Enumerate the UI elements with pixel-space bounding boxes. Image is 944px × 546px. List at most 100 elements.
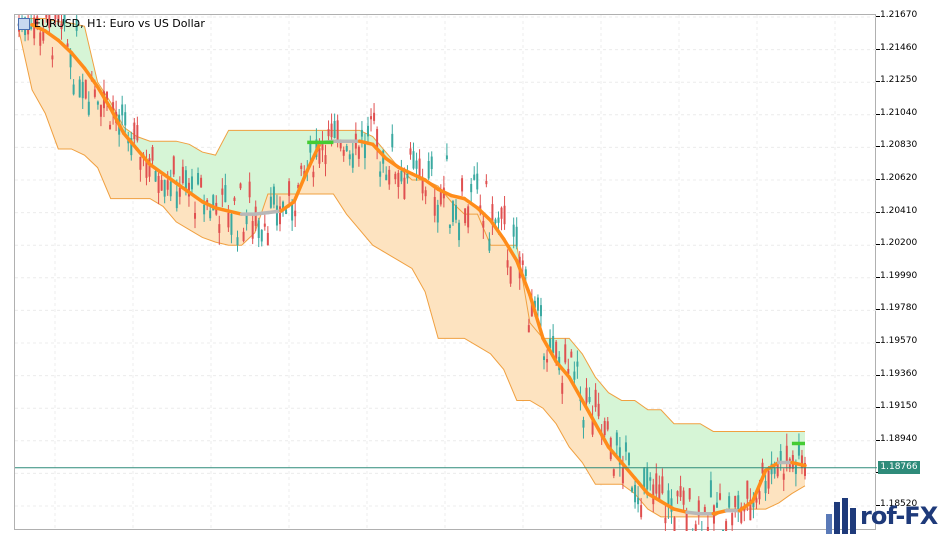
midline-segment-53 — [711, 508, 729, 516]
midline-segment-41 — [554, 359, 571, 379]
midline-segment-28 — [384, 156, 401, 170]
y-tick-label-8: 1.19990 — [880, 270, 918, 281]
y-tick-label-11: 1.19360 — [880, 368, 918, 379]
candle-body-126 — [400, 170, 403, 182]
candle-body-116 — [370, 116, 373, 120]
y-tick-mark-8 — [876, 276, 880, 278]
chart-window-icon[interactable] — [18, 17, 30, 30]
midline-segment-13 — [187, 190, 205, 204]
candle-body-161 — [506, 260, 509, 268]
candle-body-19 — [75, 19, 78, 31]
candle-body-148 — [467, 206, 470, 228]
upper-band-line — [19, 18, 805, 432]
candle-body-135 — [427, 160, 430, 179]
candle-body-14 — [60, 23, 63, 30]
candle-body-198 — [618, 447, 621, 465]
candle-body-44 — [151, 146, 154, 161]
candle-body-112 — [357, 146, 360, 159]
candle-body-184 — [576, 361, 579, 367]
candle-body-115 — [366, 125, 369, 137]
candle-body-63 — [209, 210, 212, 219]
candle-body-190 — [594, 389, 597, 408]
midline-segment-20 — [279, 199, 296, 213]
candle-body-66 — [218, 224, 221, 233]
candle-body-26 — [96, 101, 99, 105]
midline-segment-29 — [397, 165, 414, 176]
candle-body-200 — [624, 442, 627, 452]
midline-segment-15 — [213, 206, 231, 213]
candle-body-168 — [527, 325, 530, 333]
candle-body-221 — [688, 488, 691, 500]
midline-segment-7 — [108, 106, 126, 136]
current-price-tag: 1.18766 — [878, 460, 920, 474]
candle-body-103 — [330, 123, 333, 138]
candle-body-125 — [397, 172, 400, 187]
candle-body-223 — [694, 524, 697, 531]
lower-band-line — [18, 30, 806, 518]
y-tick-mark-15 — [876, 505, 880, 506]
candle-body-69 — [227, 212, 230, 228]
candle-body-93 — [300, 165, 303, 170]
candle-body-76 — [248, 181, 251, 198]
candle-body-218 — [679, 486, 682, 498]
candle-body-202 — [631, 487, 634, 492]
candle-body-251 — [779, 451, 782, 461]
midline-segment-42 — [567, 375, 585, 403]
candle-body-9 — [45, 15, 48, 18]
candle-body-17 — [69, 51, 72, 68]
y-tick-label-12: 1.19150 — [880, 401, 918, 412]
candle-body-124 — [394, 173, 397, 180]
candle-body-241 — [749, 499, 752, 521]
candle-body-154 — [485, 180, 488, 185]
midline-segment-4 — [69, 50, 87, 70]
candle-body-92 — [297, 184, 300, 189]
chart-frame — [14, 14, 877, 531]
midline-segment-33 — [449, 193, 467, 201]
candle-body-171 — [536, 297, 539, 311]
candle-body-114 — [363, 142, 366, 159]
candle-body-138 — [436, 204, 439, 223]
candle-body-213 — [664, 517, 667, 524]
candle-body-204 — [637, 497, 640, 505]
candle-body-205 — [640, 505, 643, 518]
candle-body-60 — [200, 177, 203, 188]
candle-body-107 — [342, 149, 345, 156]
y-tick-mark-7 — [876, 244, 880, 246]
midline-segment-34 — [462, 196, 480, 210]
candle-body-43 — [148, 158, 151, 177]
midline-segment-9 — [135, 147, 152, 167]
midline-segment-39 — [528, 293, 545, 341]
candle-body-47 — [160, 179, 163, 191]
candle-body-31 — [112, 102, 115, 114]
candle-body-45 — [154, 171, 157, 182]
candle-body-133 — [421, 179, 424, 194]
y-tick-mark-1 — [876, 48, 880, 50]
candle-body-252 — [782, 473, 785, 480]
candle-body-40 — [139, 156, 142, 170]
y-tick-label-2: 1.21250 — [880, 75, 918, 86]
candle-body-71 — [233, 197, 236, 202]
candle-body-176 — [552, 336, 555, 353]
candle-body-127 — [403, 177, 406, 199]
candle-body-72 — [236, 237, 239, 246]
candle-body-237 — [737, 495, 740, 511]
candle-body-118 — [376, 129, 379, 150]
midline-segment-2 — [43, 29, 61, 43]
candle-body-160 — [503, 205, 506, 225]
candle-body-50 — [169, 181, 172, 197]
candle-body-240 — [746, 480, 749, 499]
candle-body-80 — [260, 229, 263, 242]
candle-body-123 — [391, 133, 394, 148]
candle-body-224 — [697, 500, 700, 516]
price-chart[interactable] — [15, 15, 877, 531]
candle-body-143 — [451, 201, 454, 222]
candle-body-151 — [476, 173, 479, 190]
y-tick-label-6: 1.20410 — [880, 205, 918, 216]
candle-body-113 — [360, 129, 363, 137]
midline-segment-55 — [737, 499, 755, 513]
candle-body-177 — [555, 341, 558, 359]
midline-segment-19 — [266, 209, 283, 215]
y-tick-mark-5 — [876, 179, 880, 180]
candle-body-217 — [676, 491, 679, 497]
candle-body-244 — [758, 491, 761, 500]
